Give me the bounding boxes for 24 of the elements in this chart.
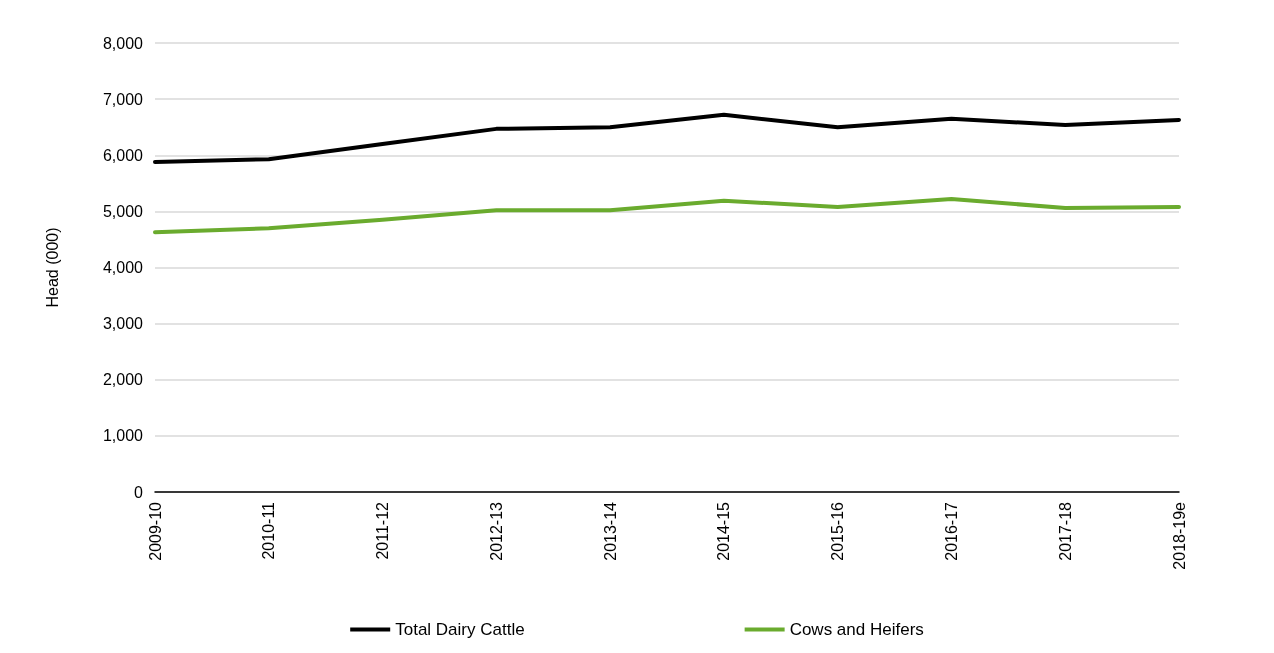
legend-label: Cows and Heifers [789,620,924,639]
x-tick-label: 2015-16 [829,501,847,561]
x-tick-label: 2018-19e [1170,501,1188,570]
y-tick-label: 0 [134,483,144,501]
y-tick-label: 5,000 [102,202,144,220]
y-tick-label: 6,000 [102,146,144,164]
legend-label: Total Dairy Cattle [395,620,525,639]
x-tick-label: 2017-18 [1056,501,1074,561]
line-series [153,112,1181,164]
y-tick-label: 7,000 [102,90,144,108]
x-tick-label: 2016-17 [942,501,960,561]
y-tick-label: 8,000 [102,34,144,52]
x-tick-label: 2011-12 [374,501,392,560]
x-tick-label: 2012-13 [487,501,505,561]
x-tick-label: 2014-15 [715,501,733,561]
y-tick-label: 3,000 [102,315,144,333]
y-tick-label: 4,000 [102,259,144,276]
x-tick-label: 2009-10 [146,501,164,561]
line-series [153,197,1181,235]
y-axis-title: Head (000) [43,227,61,308]
y-tick-label: 2,000 [102,371,144,389]
x-tick-label: 2013-14 [601,501,619,561]
x-tick-label: 2010-11 [260,501,278,560]
y-tick-label: 1,000 [102,427,144,445]
